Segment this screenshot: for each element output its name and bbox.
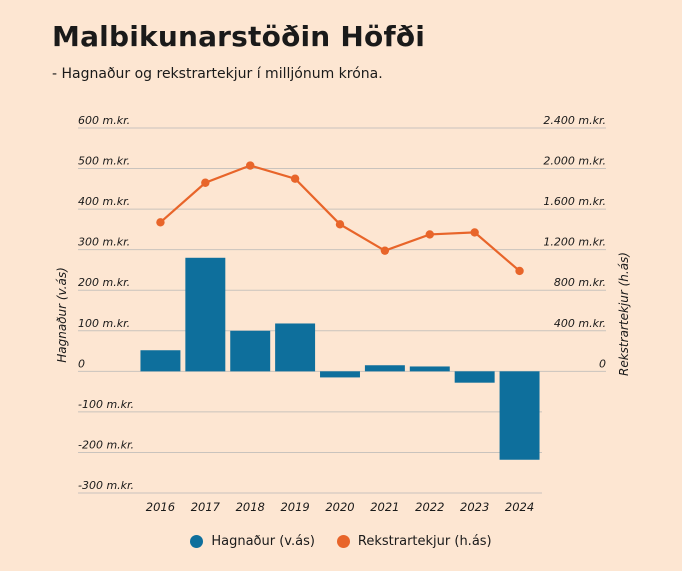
legend-label-hagnadur: Hagnaður (v.ás) [211,534,315,549]
legend-marker-bar [190,535,204,548]
right-tick-label: 1.600 m.kr. [543,195,606,208]
left-tick-label: 600 m.kr. [78,114,130,127]
bar-2019 [275,323,316,372]
point-2019 [290,174,300,183]
left-tick-label: -300 m.kr. [78,479,134,492]
point-2023 [470,228,479,237]
chart-subtitle: - Hagnaður og rekstrartekjur í milljónum… [52,66,383,82]
combo-chart: 600 m.kr. 500 m.kr. 400 m.kr. 300 m.kr. 200 … [55,114,631,514]
point-2018 [246,161,255,170]
right-axis-ticks: 2.400 m.kr. 2.000 m.kr. 1.600 m.kr. 1.200 m… [543,114,606,370]
x-tick-label: 2020 [325,500,354,514]
right-tick-label: 1.200 m.kr. [543,236,606,249]
x-tick-label: 2019 [280,500,309,514]
bar-2022 [409,366,450,372]
bar-2023 [454,371,495,383]
x-tick-label: 2023 [460,500,489,514]
right-axis-title: Rekstrartekjur (h.ás) [617,252,631,376]
point-2022 [425,230,434,239]
bar-2016 [140,350,181,372]
left-tick-label: 400 m.kr. [78,195,130,208]
x-tick-label: 2018 [236,500,265,514]
left-tick-label: 200 m.kr. [78,276,130,289]
bar-2024 [499,371,540,460]
x-tick-label: 2016 [146,500,175,514]
x-tick-label: 2024 [505,500,534,514]
point-2021 [380,246,390,255]
left-axis-title: Hagnaður (v.ás) [55,267,69,363]
left-tick-label: -100 m.kr. [78,398,134,411]
left-axis-ticks: 600 m.kr. 500 m.kr. 400 m.kr. 300 m.kr. 200 … [78,114,134,492]
legend-label-rekstrartekjur: Rekstrartekjur (h.ás) [357,534,492,549]
x-tick-label: 2022 [415,500,444,514]
bar-2017 [185,257,226,372]
legend-item-hagnadur: Hagnaður (v.ás) [190,534,315,549]
legend: Hagnaður (v.ás) Rekstrartekjur (h.ás) [0,534,682,549]
left-tick-label: 100 m.kr. [78,317,130,330]
x-axis-ticks: 2016 2017 2018 2019 2020 2021 2022 2023 2024 [146,500,534,514]
left-tick-label: 300 m.kr. [78,236,130,249]
point-2016 [156,218,165,227]
bar-2021 [364,365,405,372]
point-2024 [515,266,524,276]
line-path [159,164,521,272]
bar-2020 [320,371,360,378]
right-tick-label: 2.000 m.kr. [543,155,606,168]
point-2017 [201,178,210,187]
right-tick-label: 2.400 m.kr. [543,114,606,127]
right-tick-label: 400 m.kr. [554,317,606,330]
x-tick-label: 2021 [370,500,399,514]
left-tick-label: 0 [78,357,85,370]
left-tick-label: -200 m.kr. [78,438,134,451]
right-tick-label: 0 [599,357,606,370]
legend-marker-line [336,535,350,548]
right-tick-label: 800 m.kr. [554,276,606,289]
bar-2018 [230,330,271,372]
x-tick-label: 2017 [191,500,221,514]
point-2020 [335,220,345,229]
bars-series [140,257,540,460]
line-series [156,161,524,276]
left-tick-label: 500 m.kr. [78,155,130,168]
chart-title: Malbikunarstöðin Höfði [52,20,426,53]
legend-item-rekstrartekjur: Rekstrartekjur (h.ás) [336,534,492,549]
